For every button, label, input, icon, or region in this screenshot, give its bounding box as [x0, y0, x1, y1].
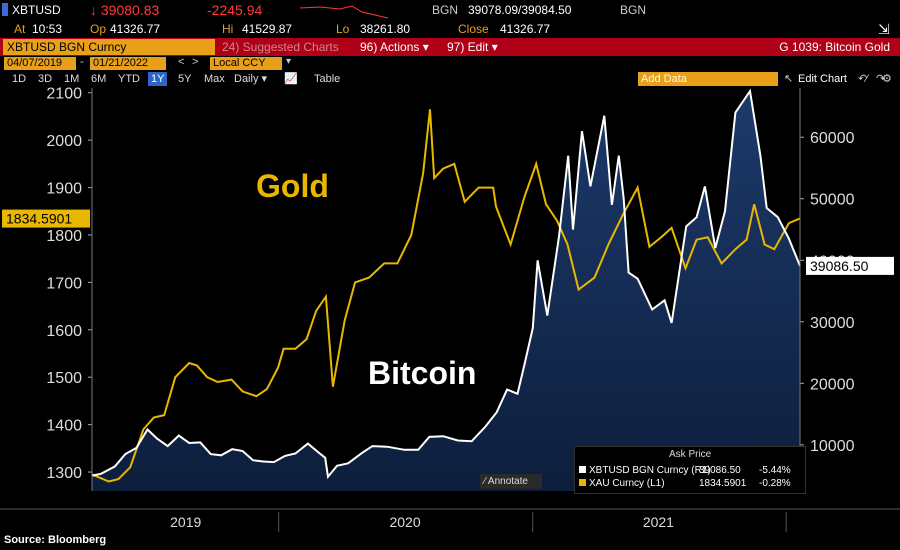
edit-menu[interactable]: 97) Edit ▾: [447, 40, 498, 54]
actions-menu[interactable]: 96) Actions ▾: [360, 40, 429, 54]
legend-value-gold: 1834.5901: [699, 478, 747, 489]
legend-chg-bitcoin: -5.44%: [759, 465, 791, 476]
line-chart-icon[interactable]: 📈: [284, 73, 298, 85]
right-tick-label: 30000: [810, 315, 855, 332]
close-label: Close: [458, 22, 489, 36]
table-button[interactable]: Table: [314, 73, 341, 85]
date-separator: -: [80, 56, 84, 68]
legend-box: Ask Price XBTUSD BGN Curncy (R1)39086.50…: [574, 446, 806, 494]
draw-icon[interactable]: ∕: [866, 73, 868, 85]
security-field[interactable]: XBTUSD BGN Curncy: [3, 39, 215, 55]
right-tick-label: 10000: [810, 438, 855, 455]
range-5y[interactable]: 5Y: [178, 73, 192, 85]
chevron-down-icon[interactable]: ▾: [286, 56, 292, 67]
left-tick-label: 2000: [46, 133, 82, 150]
gold-series-line: [91, 109, 801, 483]
start-date-field[interactable]: 04/07/2019: [4, 57, 76, 70]
gold-current-value: 1834.5901: [6, 211, 72, 227]
edit-chart-button[interactable]: Edit Chart: [798, 73, 847, 85]
sparkline: [299, 5, 389, 19]
range-1y[interactable]: 1Y: [148, 72, 168, 86]
legend-swatch-bitcoin: [579, 466, 586, 473]
source-note: Source: Bloomberg: [4, 534, 107, 546]
gold-current-tag: [2, 209, 90, 228]
legend-name-gold: XAU Curncy (L1): [589, 478, 665, 489]
x-tick-label: 2020: [389, 514, 420, 530]
at-label: At: [14, 22, 26, 36]
left-tick-label: 1500: [46, 370, 82, 387]
bitcoin-current-tag: [806, 256, 894, 275]
bitcoin-current-value: 39086.50: [810, 258, 869, 274]
at-time: 10:53: [32, 22, 63, 36]
range-1m[interactable]: 1M: [64, 73, 80, 85]
price-source: BGN: [432, 3, 459, 17]
open-label: Op: [90, 22, 107, 36]
annotate-button[interactable]: ∕ Annotate: [480, 474, 542, 489]
legend-value-bitcoin: 39086.50: [699, 465, 741, 476]
right-tick-label: 20000: [810, 376, 855, 393]
left-tick-label: 1400: [46, 418, 82, 435]
range-6m[interactable]: 6M: [91, 73, 107, 85]
left-tick-label: 1300: [46, 465, 82, 482]
close-value: 41326.77: [500, 22, 551, 36]
legend-header: Ask Price: [669, 449, 712, 460]
legend-chg-gold: -0.28%: [759, 478, 791, 489]
redo-icon[interactable]: ↷: [876, 73, 886, 85]
range-bar: 1D 3D 1M 6M YTD 1Y 5Y Max Daily ▾ 📈 Tabl…: [0, 71, 900, 87]
frequency-select[interactable]: Daily ▾: [234, 73, 268, 85]
range-3d[interactable]: 3D: [38, 73, 53, 85]
left-tick-label: 1800: [46, 228, 82, 245]
ticker-symbol: XBTUSD: [12, 3, 61, 17]
currency-select[interactable]: Local CCY: [210, 57, 282, 70]
legend-swatch-gold: [579, 479, 586, 486]
quote-header: XBTUSD ↓ 39080.83 -2245.94 BGN 39078.09/…: [0, 0, 900, 20]
range-ytd[interactable]: YTD: [118, 73, 140, 85]
bitcoin-series-line: [91, 88, 801, 480]
low-value: 38261.80: [360, 22, 411, 36]
undo-icon[interactable]: ↶: [858, 73, 868, 85]
price-source-2: BGN: [620, 3, 647, 17]
left-tick-label: 1700: [46, 275, 82, 292]
range-max[interactable]: Max: [204, 73, 225, 85]
expand-icon[interactable]: ⇲: [878, 21, 890, 37]
bitcoin-area: [92, 91, 800, 491]
quote-stats: At 10:53 Op 41326.77 Hi 41529.87 Lo 3826…: [0, 20, 900, 38]
annotate-label: Annotate: [487, 476, 528, 487]
add-data-input[interactable]: Add Data: [638, 72, 778, 86]
gold-annotation: Gold: [256, 168, 329, 204]
open-value: 41326.77: [110, 22, 161, 36]
prev-period-icon[interactable]: <: [178, 56, 185, 68]
x-tick-label: 2021: [643, 514, 674, 530]
legend-row-gold: XAU Curncy (L1) 1834.5901 -0.28%: [579, 478, 803, 490]
chart-name: G 1039: Bitcoin Gold: [779, 40, 890, 54]
left-tick-label: 1600: [46, 323, 82, 340]
high-value: 41529.87: [242, 22, 293, 36]
menu-bar: XBTUSD BGN Curncy 24) Suggested Charts 9…: [0, 38, 900, 56]
low-label: Lo: [336, 22, 350, 36]
legend-name-bitcoin: XBTUSD BGN Curncy (R1): [589, 465, 711, 476]
price-change: -2245.94: [207, 2, 263, 18]
annotate-icon: ∕: [484, 476, 486, 487]
high-label: Hi: [222, 22, 234, 36]
range-1d[interactable]: 1D: [12, 73, 27, 85]
right-tick-label: 60000: [810, 130, 855, 147]
left-tick-label: 1900: [46, 181, 82, 198]
legend-row-bitcoin: XBTUSD BGN Curncy (R1)39086.50 -5.44%: [579, 465, 803, 477]
right-tick-label: 50000: [810, 192, 855, 209]
next-period-icon[interactable]: >: [192, 56, 199, 68]
suggested-charts-menu[interactable]: 24) Suggested Charts: [222, 40, 339, 54]
bitcoin-annotation: Bitcoin: [368, 355, 477, 391]
ticker-marker: [2, 3, 8, 16]
settings-icon[interactable]: ⚙: [882, 73, 892, 85]
bid-ask: 39078.09/39084.50: [468, 3, 572, 17]
left-tick-label: 2100: [46, 86, 82, 103]
pointer-icon[interactable]: ↖: [784, 73, 794, 85]
end-date-field[interactable]: 01/21/2022: [90, 57, 166, 70]
date-bar: 04/07/2019 - 01/21/2022 < > Local CCY ▾: [0, 56, 900, 71]
x-tick-label: 2019: [170, 514, 201, 530]
last-price: ↓ 39080.83: [90, 2, 160, 18]
